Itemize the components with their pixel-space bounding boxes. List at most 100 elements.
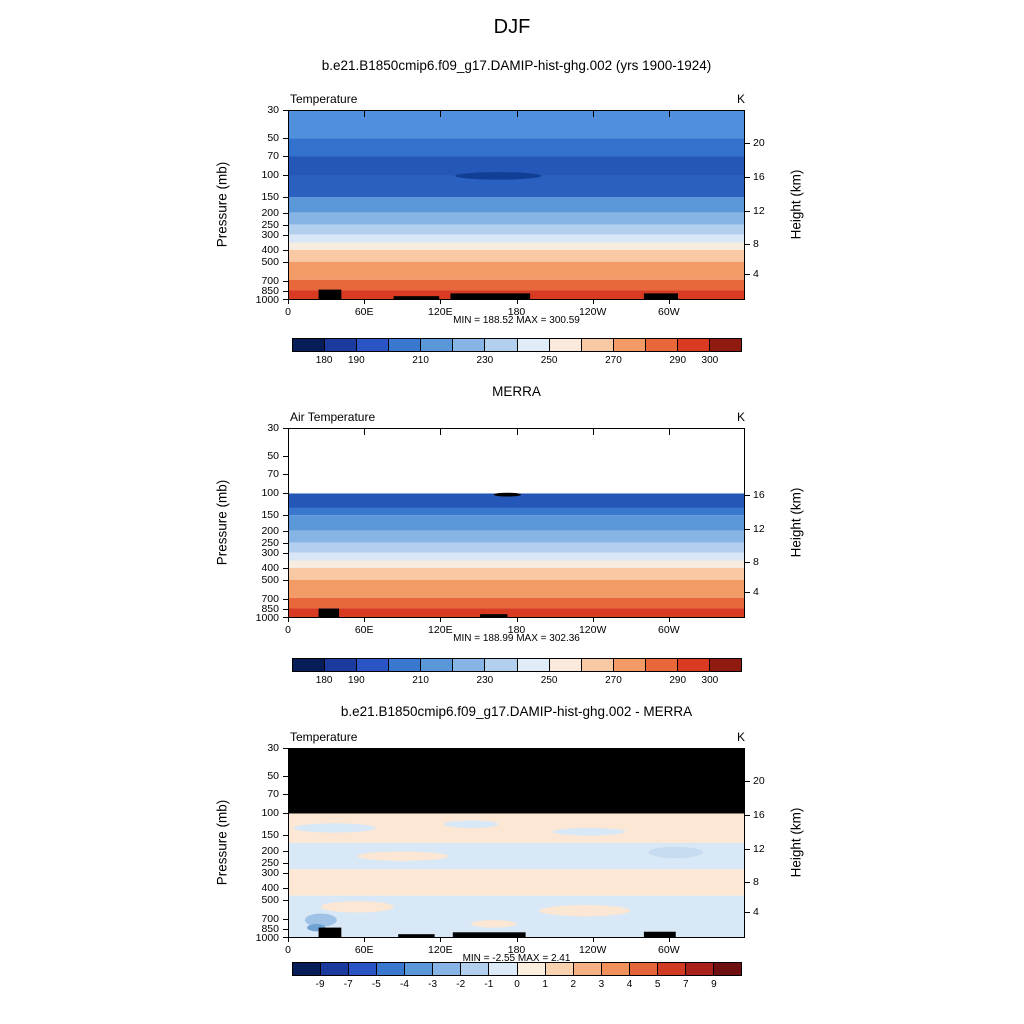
colorbar-box	[548, 658, 582, 672]
colorbar-box	[676, 338, 711, 352]
x-tick-mark-bottom	[668, 618, 670, 622]
colorbar-box	[348, 962, 378, 976]
x-tick-label: 60W	[658, 944, 680, 956]
x-tick-mark-bottom	[440, 938, 442, 942]
panel-3-colorbar	[292, 962, 742, 976]
y2-tick-label: 20	[753, 774, 765, 787]
panel-2-colorbar	[292, 658, 743, 672]
y2-tick-mark	[745, 142, 750, 144]
panel-1-colorbar	[292, 338, 743, 352]
x-tick-label: 60E	[354, 944, 374, 956]
x-tick-mark-bottom	[288, 618, 289, 622]
y-tick-label: 50	[267, 769, 279, 782]
colorbar-tick-label: 4	[626, 979, 633, 990]
panel-2-field-label: Air Temperature	[290, 410, 376, 424]
colorbar-box	[292, 338, 326, 352]
y-tick-label: 30	[267, 104, 279, 116]
colorbar-tick-label: 290	[669, 355, 687, 366]
y-tick-mark	[283, 850, 288, 852]
x-tick-label: 60W	[658, 306, 680, 318]
x-tick-label: 120W	[578, 306, 607, 318]
x-tick-mark-top	[592, 429, 594, 435]
panel-1-title: b.e21.B1850cmip6.f09_g17.DAMIP-hist-ghg.…	[321, 58, 712, 73]
colorbar-tick-label: 3	[598, 979, 605, 990]
x-tick-mark-top	[516, 111, 518, 117]
colorbar-box	[324, 658, 358, 672]
colorbar-box	[432, 962, 462, 976]
x-tick-mark-top	[668, 429, 670, 435]
y-tick-mark	[283, 250, 288, 252]
y-tick-label: 400	[261, 244, 279, 257]
x-tick-mark-bottom	[668, 300, 670, 304]
x-tick-mark-top	[440, 429, 442, 435]
y-tick-label: 50	[267, 131, 279, 144]
y-tick-label: 50	[267, 449, 279, 462]
colorbar-tick-label: 210	[412, 355, 429, 366]
colorbar-box	[628, 962, 658, 976]
panel-2-plot-area	[288, 428, 745, 618]
x-tick-mark-bottom	[440, 300, 442, 304]
colorbar-box	[388, 658, 422, 672]
x-tick-mark-bottom	[516, 300, 518, 304]
y2-tick-label: 12	[753, 843, 765, 856]
x-tick-mark-bottom	[668, 938, 670, 942]
y-tick-mark	[283, 493, 288, 495]
panel-3-field-label: Temperature	[290, 730, 358, 744]
y-tick-mark	[283, 900, 288, 902]
colorbar-tick-label: 210	[412, 675, 429, 686]
x-tick-mark-bottom	[592, 938, 594, 942]
colorbar-box	[376, 962, 406, 976]
colorbar-box	[452, 658, 486, 672]
x-tick-mark-bottom	[516, 618, 518, 622]
y2-tick-mark	[745, 882, 750, 884]
y-tick-label: 200	[261, 844, 279, 857]
y-tick-mark	[283, 155, 288, 157]
colorbar-box	[580, 338, 614, 352]
x-tick-mark-top	[516, 429, 518, 435]
colorbar-tick-label: -7	[343, 979, 353, 990]
colorbar-box	[404, 962, 434, 976]
y2-tick-label: 12	[753, 523, 765, 536]
y-tick-mark	[283, 455, 288, 457]
y-tick-label: 700	[261, 592, 279, 605]
y-tick-label: 300	[261, 546, 279, 559]
y-tick-mark	[283, 542, 288, 544]
colorbar-tick-label: 5	[654, 979, 661, 990]
colorbar-box	[548, 338, 582, 352]
colorbar-tick-label: 180	[315, 675, 333, 686]
y-tick-label: 250	[261, 218, 279, 231]
colorbar-box	[320, 962, 350, 976]
panel-1-plot-area	[288, 110, 745, 300]
y-tick-label: 850	[261, 285, 279, 298]
colorbar-tick-label: 9	[711, 979, 717, 990]
colorbar-box	[452, 338, 486, 352]
y-tick-mark	[283, 937, 288, 938]
colorbar-tick-label: 250	[540, 675, 558, 686]
y-tick-label: 400	[261, 562, 279, 575]
colorbar-box	[656, 962, 686, 976]
y-tick-label: 250	[261, 856, 279, 869]
y2-tick-label: 8	[753, 556, 759, 569]
x-tick-label: 180	[507, 944, 526, 956]
x-tick-mark-bottom	[364, 300, 366, 304]
colorbar-box	[488, 962, 518, 976]
y2-tick-label: 4	[753, 267, 759, 280]
colorbar-box	[516, 962, 546, 976]
y-tick-label: 70	[267, 787, 279, 800]
x-tick-label: 60E	[354, 306, 374, 318]
y2-tick-mark	[745, 780, 750, 782]
y-tick-mark	[283, 280, 288, 282]
colorbar-box	[516, 658, 550, 672]
y-tick-label: 1000	[255, 294, 279, 306]
y-tick-mark	[283, 598, 288, 600]
colorbar-tick-label: -9	[315, 979, 325, 990]
y2-tick-mark	[745, 849, 750, 851]
y-tick-label: 70	[267, 149, 279, 162]
x-tick-mark-top	[668, 111, 670, 117]
y2-tick-mark	[745, 273, 750, 275]
colorbar-tick-label: 230	[476, 355, 494, 366]
y-tick-mark	[283, 428, 288, 429]
x-tick-mark-top	[516, 749, 518, 755]
x-tick-mark-bottom	[288, 938, 289, 942]
x-tick-mark-bottom	[364, 938, 366, 942]
